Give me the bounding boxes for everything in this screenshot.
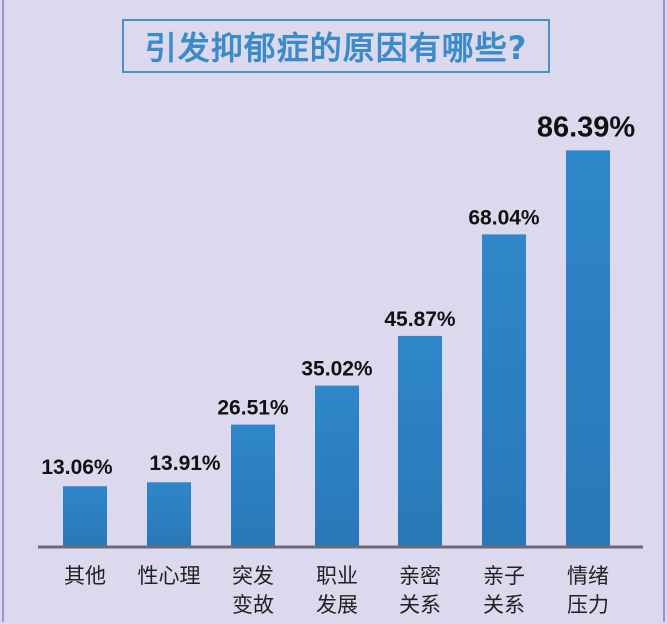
- data-label: 35.02%: [301, 358, 373, 381]
- category-label: 突发: [232, 564, 274, 588]
- data-label: 68.04%: [468, 206, 540, 229]
- data-label: 13.06%: [41, 456, 113, 479]
- data-label: 13.91%: [149, 452, 221, 475]
- category-label: 发展: [316, 593, 358, 617]
- data-label: 26.51%: [217, 397, 289, 420]
- category-label: 压力: [567, 593, 609, 617]
- category-label: 其他: [64, 564, 106, 588]
- bar: [147, 482, 191, 546]
- category-label: 情绪: [567, 564, 609, 588]
- category-label: 关系: [399, 593, 441, 617]
- data-label: 45.87%: [384, 308, 456, 331]
- category-label: 职业: [316, 564, 358, 588]
- category-label: 亲密: [399, 564, 441, 588]
- bar: [398, 335, 442, 546]
- bar: [315, 385, 359, 546]
- bar: [231, 424, 275, 546]
- category-label: 性心理: [138, 564, 201, 588]
- data-label: 86.39%: [537, 111, 636, 143]
- category-label: 亲子: [483, 564, 525, 588]
- category-label: 关系: [483, 593, 525, 617]
- bar: [63, 486, 107, 546]
- bar: [566, 150, 610, 546]
- chart-title: 引发抑郁症的原因有哪些?: [122, 19, 550, 73]
- bar: [482, 234, 526, 546]
- category-label: 变故: [232, 593, 274, 617]
